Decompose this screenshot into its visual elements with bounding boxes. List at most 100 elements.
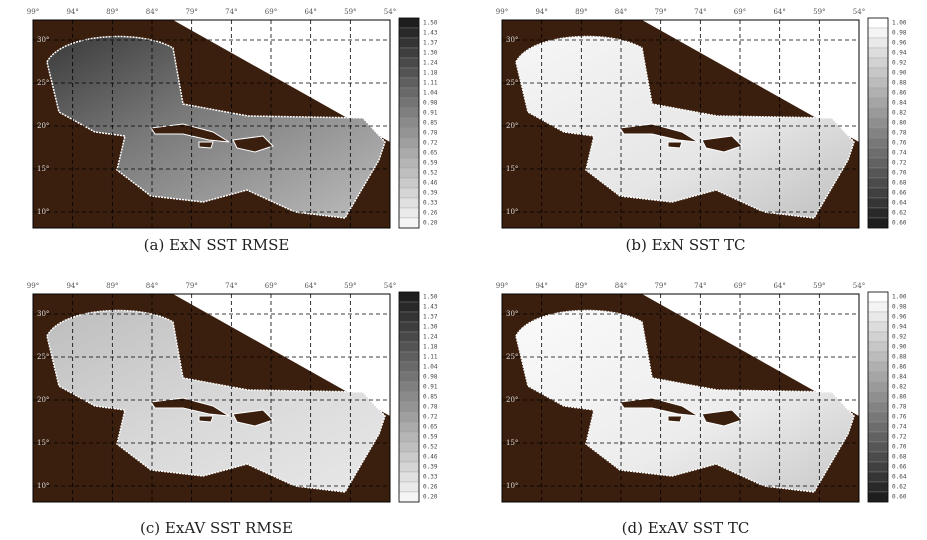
lat-label: 20°	[37, 122, 49, 130]
island-cuba	[150, 123, 230, 143]
lon-label: 74°	[225, 282, 237, 290]
colorbar-label: 0.39	[423, 190, 438, 197]
colorbar-label: 0.26	[423, 210, 438, 217]
colorbar-label: 0.98	[892, 30, 907, 37]
colorbar-label: 0.84	[892, 100, 907, 107]
colorbar-cell	[398, 87, 420, 99]
map-panel: 99° 94° 89° 84° 79° 74° 69° 64° 59° 54° 30° 25° 20° 1…	[27, 8, 438, 254]
colorbar-label: 1.11	[423, 80, 438, 87]
colorbar-cell	[398, 291, 420, 303]
map-frame	[501, 19, 860, 229]
colorbar-label: 0.88	[892, 354, 907, 361]
outside-domain	[173, 294, 390, 416]
colorbar-label: 0.78	[423, 404, 438, 411]
lon-label: 89°	[575, 282, 587, 290]
colorbar-label: 0.80	[892, 120, 907, 127]
colorbar-cell	[398, 47, 420, 59]
colorbar-label: 0.20	[423, 220, 438, 227]
colorbar-cell	[398, 421, 420, 433]
colorbar-label: 0.85	[423, 120, 438, 127]
colorbar-label: 0.78	[892, 404, 907, 411]
colorbar-cell	[867, 97, 889, 109]
lon-label: 59°	[813, 8, 825, 16]
lon-label: 74°	[225, 8, 237, 16]
colorbar-label: 0.65	[423, 150, 438, 157]
lon-label: 94°	[535, 282, 547, 290]
colorbar-label: 0.94	[892, 324, 907, 331]
colorbar-label: 1.30	[423, 324, 438, 331]
lon-label: 54°	[384, 282, 396, 290]
colorbar-label: 0.98	[423, 100, 438, 107]
colorbar-label: 0.52	[423, 444, 438, 451]
colorbar-label: 1.11	[423, 354, 438, 361]
lon-label: 94°	[535, 8, 547, 16]
lat-label: 30°	[506, 310, 518, 318]
lon-label: 54°	[853, 8, 865, 16]
colorbar-label: 0.62	[892, 210, 907, 217]
lon-label: 64°	[773, 282, 785, 290]
colorbar-cell	[398, 401, 420, 413]
lon-label: 94°	[66, 8, 78, 16]
lon-label: 94°	[66, 282, 78, 290]
island-jamaica	[667, 415, 683, 423]
lat-label: 25°	[506, 79, 518, 87]
colorbar-cell	[398, 431, 420, 443]
colorbar-cell	[867, 351, 889, 363]
colorbar-label: 0.33	[423, 474, 438, 481]
colorbar-label: 0.98	[423, 374, 438, 381]
island-hispaniola	[232, 409, 274, 427]
colorbar-label: 1.00	[892, 294, 907, 301]
colorbar-cell	[398, 391, 420, 403]
colorbar-label: 0.92	[892, 60, 907, 67]
colorbar-label: 1.43	[423, 304, 438, 311]
ocean	[46, 35, 386, 219]
colorbar-cell	[867, 57, 889, 69]
lon-label: 84°	[146, 8, 158, 16]
island-jamaica	[667, 141, 683, 149]
colorbar-label: 0.74	[892, 424, 907, 431]
lon-label: 99°	[496, 8, 508, 16]
colorbar-cell	[398, 147, 420, 159]
colorbar-label: 0.33	[423, 200, 438, 207]
caption: (b) ExN SST TC	[626, 236, 746, 254]
colorbar-label: 0.91	[423, 110, 438, 117]
colorbar-label: 0.46	[423, 454, 438, 461]
colorbar-label: 0.70	[892, 444, 907, 451]
colorbar-cell	[398, 157, 420, 169]
lat-label: 25°	[37, 79, 49, 87]
colorbar-label: 0.72	[892, 434, 907, 441]
colorbar-cell	[867, 361, 889, 373]
colorbar-label: 0.64	[892, 474, 907, 481]
colorbar-cell	[867, 17, 889, 29]
colorbar-label: 0.94	[892, 50, 907, 57]
colorbar-label: 0.39	[423, 464, 438, 471]
colorbar-label: 0.90	[892, 70, 907, 77]
colorbar-cell	[867, 137, 889, 149]
lon-label: 79°	[654, 8, 666, 16]
colorbar-cell	[398, 321, 420, 333]
map-frame	[32, 19, 391, 229]
colorbar-cell	[398, 371, 420, 383]
colorbar-cell	[398, 137, 420, 149]
colorbar-cell	[867, 371, 889, 383]
colorbar-cell	[867, 461, 889, 473]
outside-domain	[173, 20, 390, 142]
colorbar-label: 1.50	[423, 294, 438, 301]
colorbar-cell	[398, 17, 420, 29]
colorbar-cell	[867, 411, 889, 423]
lon-label: 54°	[853, 282, 865, 290]
colorbar-frame	[398, 291, 420, 503]
colorbar-cell	[867, 311, 889, 323]
colorbar-label: 1.37	[423, 314, 438, 321]
colorbar-cell	[867, 321, 889, 333]
colorbar-cell	[398, 311, 420, 323]
colorbar-cell	[867, 47, 889, 59]
colorbar-cell	[398, 117, 420, 129]
colorbar-cell	[867, 451, 889, 463]
colorbar-cell	[867, 87, 889, 99]
lon-label: 89°	[106, 8, 118, 16]
lat-label: 15°	[506, 439, 518, 447]
colorbar-cell	[398, 471, 420, 483]
lon-label: 74°	[694, 282, 706, 290]
